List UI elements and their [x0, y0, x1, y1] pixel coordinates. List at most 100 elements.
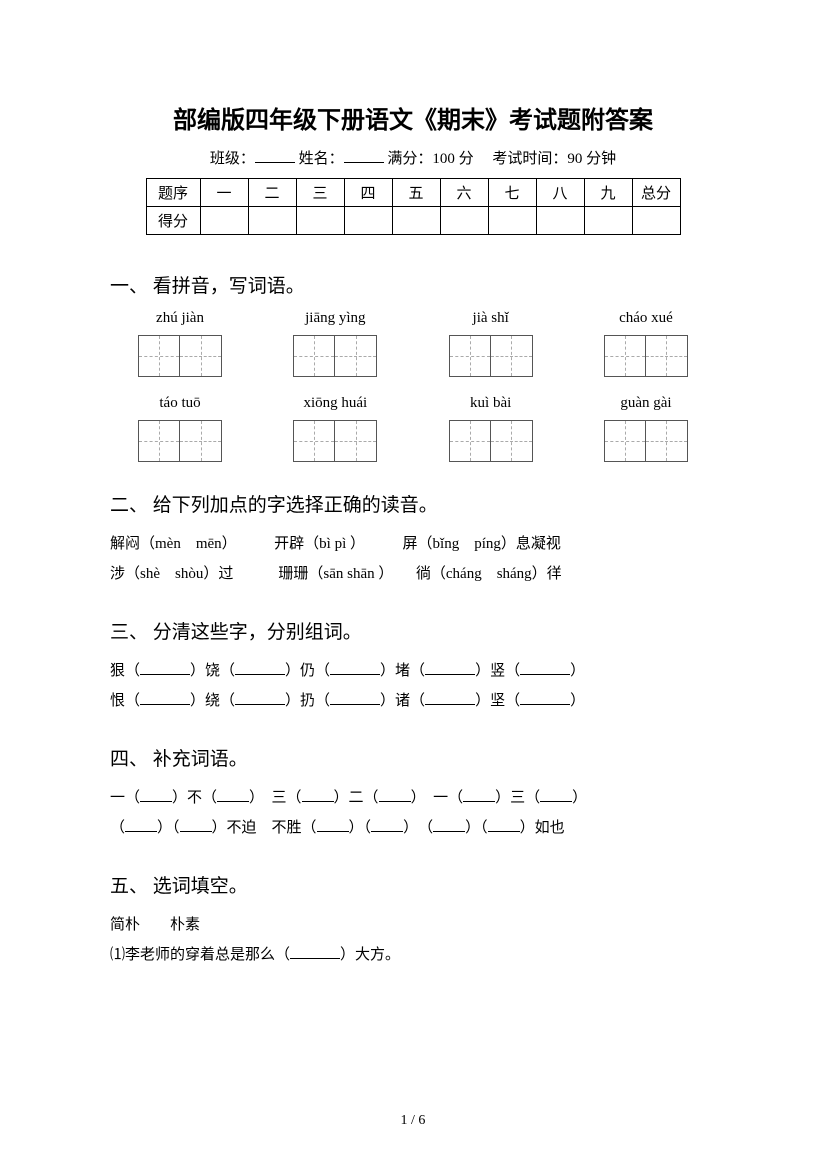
exam-time-value: 90 分钟 — [567, 151, 616, 167]
score-cell[interactable] — [248, 207, 296, 235]
q2-item: 解闷（mèn mēn） — [110, 536, 229, 552]
q2-item: 涉（shè shòu）过 — [110, 566, 233, 582]
fill-blank[interactable] — [371, 818, 403, 832]
fill-blank[interactable] — [488, 818, 520, 832]
q3-text: ） — [570, 693, 585, 709]
char-box-pair[interactable] — [449, 420, 533, 462]
q5-item-end: ）大方。 — [340, 947, 400, 963]
score-cell[interactable] — [536, 207, 584, 235]
section-2-title: 二、 给下列加点的字选择正确的读音。 — [110, 490, 716, 517]
fill-blank[interactable] — [317, 818, 349, 832]
fill-blank[interactable] — [217, 788, 249, 802]
q4-text: ）如也 — [520, 820, 565, 836]
name-label: 姓名： — [299, 151, 344, 167]
full-score-label: 满分： — [387, 151, 432, 167]
score-cell[interactable] — [392, 207, 440, 235]
q4-text: ）（ — [157, 820, 180, 836]
q3-text: ）饶（ — [190, 663, 235, 679]
fill-blank[interactable] — [425, 691, 475, 705]
q5-item: ⑴李老师的穿着总是那么（ — [110, 947, 290, 963]
pinyin-text: jiāng yìng — [305, 310, 365, 327]
pinyin-row-1: zhú jiàn jiāng yìng jià shǐ cháo xué — [110, 310, 716, 377]
section-5-title: 五、 选词填空。 — [110, 871, 716, 898]
page-title: 部编版四年级下册语文《期末》考试题附答案 — [110, 100, 716, 135]
fill-blank[interactable] — [433, 818, 465, 832]
q3-text: ）仍（ — [285, 663, 330, 679]
pinyin-text: zhú jiàn — [156, 310, 204, 327]
section-4-title: 四、 补充词语。 — [110, 744, 716, 771]
char-box-pair[interactable] — [604, 335, 688, 377]
fill-blank[interactable] — [540, 788, 572, 802]
fill-blank[interactable] — [302, 788, 334, 802]
fill-blank[interactable] — [463, 788, 495, 802]
fill-blank[interactable] — [425, 661, 475, 675]
name-blank[interactable] — [344, 149, 384, 163]
char-box-pair[interactable] — [138, 335, 222, 377]
score-header-cell: 二 — [248, 179, 296, 207]
score-cell[interactable] — [488, 207, 536, 235]
char-box-pair[interactable] — [293, 335, 377, 377]
fill-blank[interactable] — [330, 661, 380, 675]
score-table: 题序 一 二 三 四 五 六 七 八 九 总分 得分 — [146, 178, 681, 235]
class-blank[interactable] — [255, 149, 295, 163]
pinyin-text: guàn gài — [620, 395, 671, 412]
fill-blank[interactable] — [379, 788, 411, 802]
score-cell[interactable] — [296, 207, 344, 235]
q3-text: ）绕（ — [190, 693, 235, 709]
section-3-title: 三、 分清这些字，分别组词。 — [110, 617, 716, 644]
score-header-cell: 七 — [488, 179, 536, 207]
pinyin-text: táo tuō — [159, 395, 200, 412]
q3-text: ）坚（ — [475, 693, 520, 709]
q4-text: ）不迫 不胜（ — [212, 820, 317, 836]
fill-blank[interactable] — [520, 691, 570, 705]
fill-blank[interactable] — [290, 945, 340, 959]
score-header-cell: 三 — [296, 179, 344, 207]
score-cell[interactable] — [440, 207, 488, 235]
q3-text: ）竖（ — [475, 663, 520, 679]
score-header-cell: 四 — [344, 179, 392, 207]
section-2-body: 解闷（mèn mēn） 开辟（bì pì ） 屏（bǐng píng）息凝视 涉… — [110, 529, 716, 589]
char-box-pair[interactable] — [138, 420, 222, 462]
pinyin-item: guàn gài — [586, 395, 706, 462]
section-1-title: 一、 看拼音，写词语。 — [110, 271, 716, 298]
fill-blank[interactable] — [140, 691, 190, 705]
q4-text: （ — [110, 820, 125, 836]
fill-blank[interactable] — [330, 691, 380, 705]
pinyin-item: xiōng huái — [275, 395, 395, 462]
pinyin-text: jià shǐ — [473, 310, 509, 327]
score-header-cell: 题序 — [146, 179, 200, 207]
fill-blank[interactable] — [235, 691, 285, 705]
pinyin-item: jiāng yìng — [275, 310, 395, 377]
score-cell[interactable] — [200, 207, 248, 235]
score-header-cell: 六 — [440, 179, 488, 207]
q4-text: ） — [572, 790, 587, 806]
char-box-pair[interactable] — [293, 420, 377, 462]
score-cell[interactable] — [344, 207, 392, 235]
section-4: 四、 补充词语。 一（）不（） 三（）二（） 一（）三（） （）（）不迫 不胜（… — [110, 744, 716, 843]
q4-text: ）（ — [465, 820, 488, 836]
pinyin-text: cháo xué — [619, 310, 673, 327]
pinyin-item: cháo xué — [586, 310, 706, 377]
q3-text: ）堵（ — [380, 663, 425, 679]
section-4-body: 一（）不（） 三（）二（） 一（）三（） （）（）不迫 不胜（）（） （）（）如… — [110, 783, 716, 843]
char-box-pair[interactable] — [449, 335, 533, 377]
fill-blank[interactable] — [235, 661, 285, 675]
fill-blank[interactable] — [140, 788, 172, 802]
score-cell[interactable] — [632, 207, 680, 235]
score-header-cell: 五 — [392, 179, 440, 207]
score-header-cell: 八 — [536, 179, 584, 207]
exam-info-line: 班级： 姓名： 满分：100 分 考试时间：90 分钟 — [110, 147, 716, 168]
fill-blank[interactable] — [520, 661, 570, 675]
pinyin-text: xiōng huái — [303, 395, 367, 412]
score-header-cell: 九 — [584, 179, 632, 207]
char-box-pair[interactable] — [604, 420, 688, 462]
pinyin-row-2: táo tuō xiōng huái kuì bài guàn gài — [110, 395, 716, 462]
fill-blank[interactable] — [140, 661, 190, 675]
score-cell[interactable] — [584, 207, 632, 235]
q4-text: ）三（ — [495, 790, 540, 806]
section-2: 二、 给下列加点的字选择正确的读音。 解闷（mèn mēn） 开辟（bì pì … — [110, 490, 716, 589]
q4-text: ）二（ — [334, 790, 379, 806]
q3-text: ） — [570, 663, 585, 679]
fill-blank[interactable] — [125, 818, 157, 832]
fill-blank[interactable] — [180, 818, 212, 832]
